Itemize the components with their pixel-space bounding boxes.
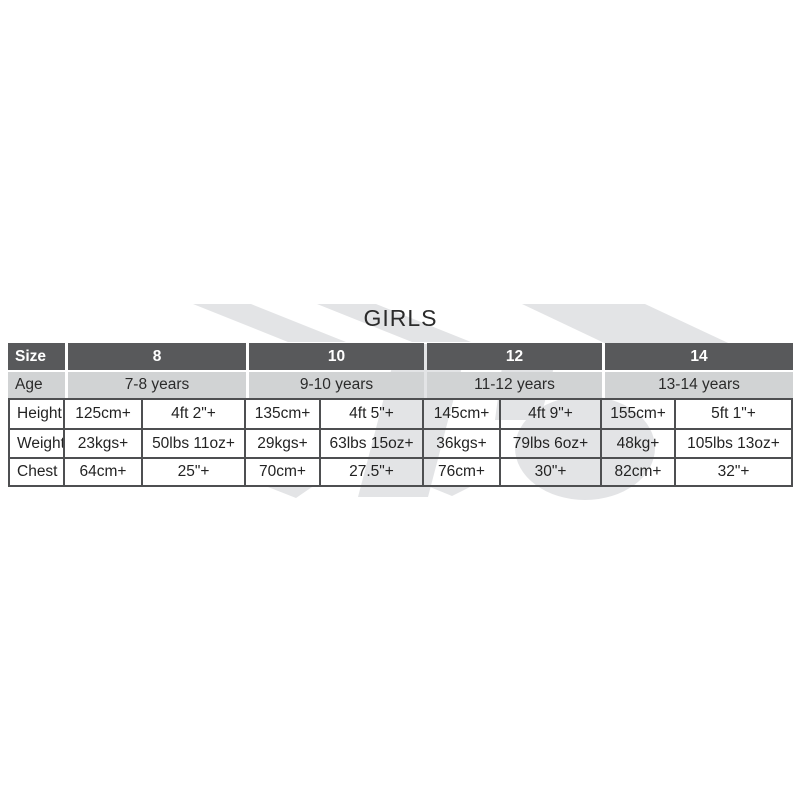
row-label-height: Height [8, 400, 65, 428]
weight-metric: 36kgs+ [424, 430, 501, 457]
size-header-12: 12 [427, 343, 602, 370]
height-imperial: 5ft 1"+ [676, 400, 793, 428]
table-row-chest: Chest 64cm+ 25"+ 70cm+ 27.5"+ 76cm+ 30"+… [8, 457, 793, 487]
weight-imperial: 105lbs 13oz+ [676, 430, 793, 457]
height-metric: 125cm+ [65, 400, 143, 428]
height-imperial: 4ft 2"+ [143, 400, 246, 428]
chest-metric: 82cm+ [602, 459, 676, 485]
chest-imperial: 32"+ [676, 459, 793, 485]
size-header-14: 14 [605, 343, 793, 370]
height-imperial: 4ft 9"+ [501, 400, 602, 428]
height-metric: 135cm+ [246, 400, 321, 428]
table-row-height: Height 125cm+ 4ft 2"+ 135cm+ 4ft 5"+ 145… [8, 398, 793, 428]
weight-metric: 23kgs+ [65, 430, 143, 457]
row-label-age: Age [8, 372, 65, 398]
table-row-age: Age 7-8 years 9-10 years 11-12 years 13-… [8, 372, 793, 398]
size-chart-table: Size 8 10 12 14 Age 7-8 years 9-10 years… [8, 343, 793, 487]
height-imperial: 4ft 5"+ [321, 400, 424, 428]
size-header-8: 8 [68, 343, 246, 370]
page-title: GIRLS [363, 305, 438, 331]
age-value: 7-8 years [68, 372, 246, 398]
size-header-10: 10 [249, 343, 424, 370]
table-row-size: Size 8 10 12 14 [8, 343, 793, 370]
weight-imperial: 63lbs 15oz+ [321, 430, 424, 457]
height-metric: 145cm+ [424, 400, 501, 428]
row-label-weight: Weight [8, 430, 65, 457]
chest-imperial: 27.5"+ [321, 459, 424, 485]
row-label-size: Size [8, 343, 65, 370]
age-value: 9-10 years [249, 372, 424, 398]
chest-imperial: 30"+ [501, 459, 602, 485]
chest-metric: 76cm+ [424, 459, 501, 485]
age-value: 11-12 years [427, 372, 602, 398]
weight-metric: 29kgs+ [246, 430, 321, 457]
weight-metric: 48kg+ [602, 430, 676, 457]
weight-imperial: 79lbs 6oz+ [501, 430, 602, 457]
chest-metric: 70cm+ [246, 459, 321, 485]
height-metric: 155cm+ [602, 400, 676, 428]
table-row-weight: Weight 23kgs+ 50lbs 11oz+ 29kgs+ 63lbs 1… [8, 428, 793, 457]
row-label-chest: Chest [8, 459, 65, 485]
weight-imperial: 50lbs 11oz+ [143, 430, 246, 457]
chest-metric: 64cm+ [65, 459, 143, 485]
age-value: 13-14 years [605, 372, 793, 398]
chest-imperial: 25"+ [143, 459, 246, 485]
